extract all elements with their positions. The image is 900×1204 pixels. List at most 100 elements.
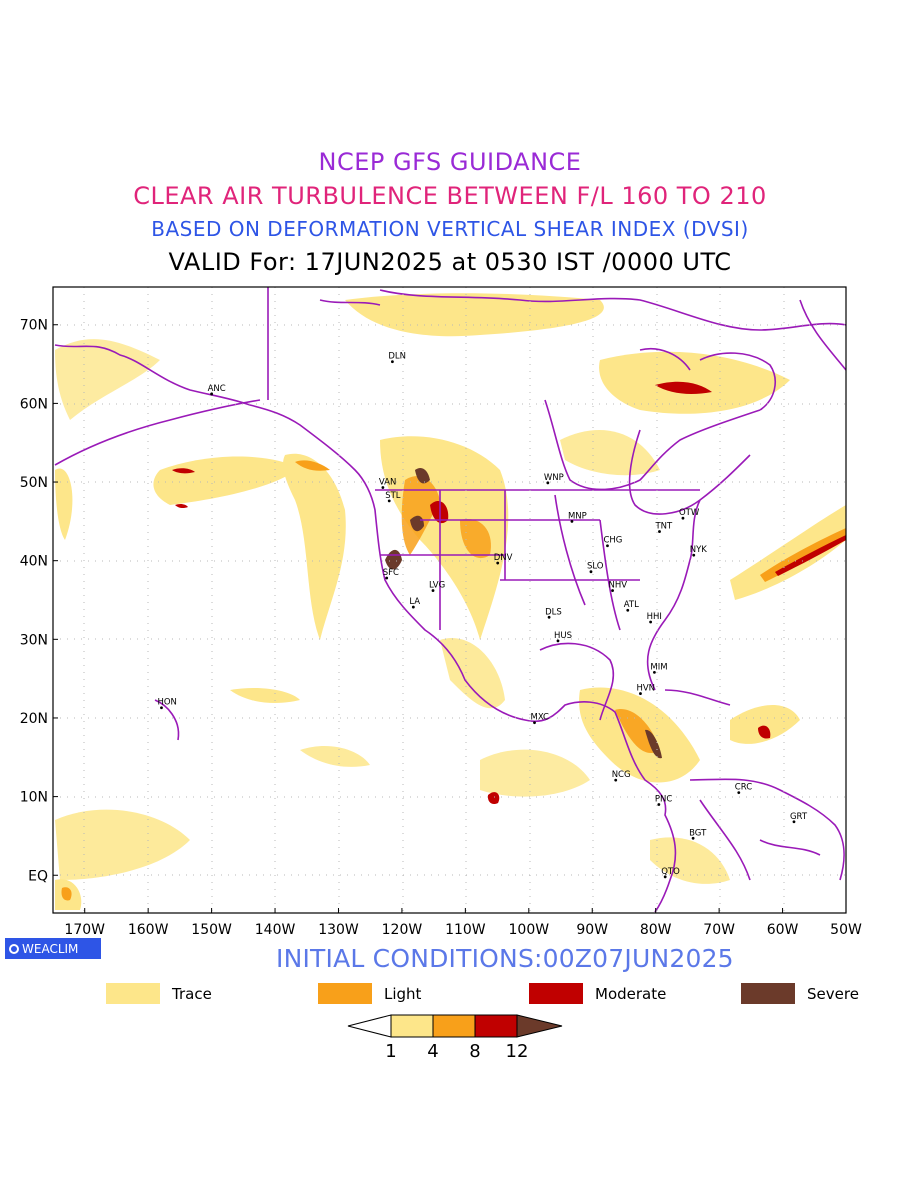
city-marker <box>792 820 796 824</box>
legend-label-moderate: Moderate <box>595 984 667 1003</box>
lon-tick-label: 150W <box>191 922 232 938</box>
city-label: HUS <box>554 631 572 641</box>
weaclim-badge: WEACLIM <box>5 938 101 959</box>
city-marker <box>653 670 656 674</box>
city-label: TNT <box>654 522 673 532</box>
city-label: ATL <box>624 600 639 610</box>
lon-tick-label: 50W <box>830 922 862 938</box>
valid-time: VALID For: 17JUN2025 at 0530 IST /0000 U… <box>168 248 732 276</box>
city-label: NHV <box>609 581 628 591</box>
circle-icon <box>9 943 19 954</box>
city-marker <box>570 519 574 523</box>
legend-swatch-severe <box>741 983 795 1004</box>
legend-light: Light <box>318 983 421 1004</box>
city-marker <box>556 639 560 643</box>
legend-label-light: Light <box>384 984 422 1003</box>
city-marker <box>533 721 536 725</box>
latitude-axis: 70N 60N 50N 40N 30N 20N 10N EQ <box>20 318 58 884</box>
lon-tick-label: 120W <box>382 922 423 938</box>
longitude-axis: 170W 160W 150W 140W 130W 120W 110W 100W 90W 80W 70… <box>64 908 862 938</box>
colorbar: 1 4 8 12 <box>347 1014 563 1062</box>
legend-swatch-trace <box>106 983 160 1004</box>
city-marker <box>391 360 394 364</box>
city-marker <box>639 692 642 695</box>
city-label: BGT <box>689 828 707 838</box>
city-marker <box>681 516 685 520</box>
city-label: HHI <box>647 612 662 622</box>
colorbar-label-12: 12 <box>506 1041 529 1062</box>
city-label: OTW <box>679 508 700 518</box>
city-label: DLN <box>388 352 406 362</box>
city-label: DLS <box>545 607 562 617</box>
lat-tick-label: 50N <box>20 475 48 491</box>
city-labels: ANC DLN VAN STL WNP MNP OTW TNT CHG NYK DNV SFC SLO L… <box>157 352 808 879</box>
city-marker <box>431 589 435 592</box>
city-marker <box>160 706 163 710</box>
lon-tick-label: 100W <box>509 922 550 938</box>
city-marker <box>546 481 550 485</box>
lat-tick-label: 40N <box>20 554 48 570</box>
colorbar-low-triangle <box>347 1014 392 1038</box>
chart-method: BASED ON DEFORMATION VERTICAL SHEAR INDE… <box>151 217 749 241</box>
city-label: STL <box>385 491 401 501</box>
city-label: LVG <box>429 581 445 591</box>
lon-tick-label: 130W <box>318 922 359 938</box>
city-label: SFC <box>383 568 399 578</box>
lat-tick-label: 30N <box>20 632 48 648</box>
colorbar-label-1: 1 <box>385 1041 396 1062</box>
city-label: DNV <box>494 553 513 563</box>
city-marker <box>611 589 614 592</box>
colorbar-label-8: 8 <box>469 1041 480 1062</box>
city-label: HON <box>157 698 176 708</box>
legend-trace: Trace <box>106 983 212 1004</box>
map-panel: ANC DLN VAN STL WNP MNP OTW TNT CHG NYK DNV SFC SLO L… <box>53 287 846 913</box>
city-label: MXC <box>531 713 550 723</box>
city-label: MIM <box>650 662 667 672</box>
city-label: VAN <box>379 478 396 488</box>
city-marker <box>381 486 385 489</box>
city-label: CRC <box>735 783 752 793</box>
city-label: NCG <box>612 770 631 780</box>
city-marker <box>614 778 618 782</box>
coastlines <box>54 287 846 913</box>
lat-tick-label: 70N <box>20 318 48 334</box>
legend-swatch-moderate <box>529 983 583 1004</box>
lat-tick-label: 60N <box>20 396 48 412</box>
city-label: PNC <box>655 794 672 804</box>
lon-tick-label: 140W <box>255 922 296 938</box>
lon-tick-label: 60W <box>767 922 799 938</box>
city-label: ANC <box>208 384 226 394</box>
city-label: QTO <box>661 867 680 877</box>
city-marker <box>649 620 653 624</box>
lon-tick-label: 160W <box>128 922 169 938</box>
city-label: NYK <box>690 545 708 555</box>
city-marker <box>589 570 593 574</box>
lon-tick-label: 70W <box>703 922 735 938</box>
colorbar-light <box>432 1014 476 1038</box>
city-marker <box>411 605 415 609</box>
colorbar-label-4: 4 <box>427 1041 438 1062</box>
legend-swatch-light <box>318 983 372 1004</box>
city-marker <box>606 544 609 548</box>
lat-tick-label: 20N <box>20 711 48 727</box>
city-label: WNP <box>544 473 564 483</box>
badge-label: WEACLIM <box>22 941 79 956</box>
city-label: LA <box>409 597 420 607</box>
lon-tick-label: 90W <box>576 922 608 938</box>
lat-tick-label: 10N <box>20 790 48 806</box>
colorbar-severe <box>516 1014 563 1038</box>
city-marker <box>387 499 391 503</box>
city-label: MNP <box>568 511 587 521</box>
city-marker <box>385 576 389 580</box>
city-marker <box>658 530 661 533</box>
legend-severe: Severe <box>741 983 859 1004</box>
colorbar-trace <box>390 1014 434 1038</box>
turbulence-shading <box>55 293 846 910</box>
lon-tick-label: 170W <box>64 922 105 938</box>
city-marker <box>547 615 551 619</box>
map-frame <box>52 286 847 914</box>
legend-moderate: Moderate <box>529 983 666 1004</box>
city-marker <box>626 608 630 612</box>
